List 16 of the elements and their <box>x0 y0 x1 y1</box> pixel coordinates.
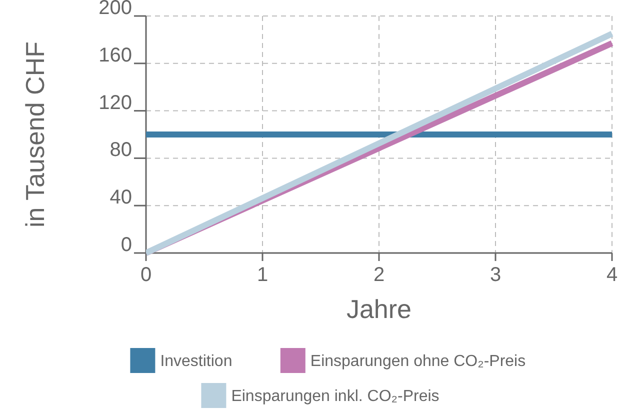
x-tick-label: 2 <box>373 264 385 286</box>
x-tick-label: 3 <box>490 264 502 286</box>
y-tick-label: 80 <box>110 139 132 162</box>
y-tick-label: 0 <box>120 234 132 256</box>
y-tick-label: 200 <box>98 0 132 19</box>
x-tick-label: 4 <box>606 264 618 286</box>
legend-label: Einsparungen inkl. CO₂-Preis <box>231 388 440 405</box>
x-tick-label: 0 <box>140 264 152 286</box>
legend-label: Einsparungen ohne CO₂-Preis <box>310 353 526 370</box>
y-axis-title: in Tausend CHF <box>20 42 50 228</box>
y-tick-label: 120 <box>98 92 132 114</box>
x-axis-title: Jahre <box>346 294 412 324</box>
y-tick-label: 160 <box>98 44 132 66</box>
y-tick-label: 40 <box>110 186 132 209</box>
legend-label: Investition <box>160 353 232 370</box>
x-tick-label: 1 <box>256 264 268 286</box>
